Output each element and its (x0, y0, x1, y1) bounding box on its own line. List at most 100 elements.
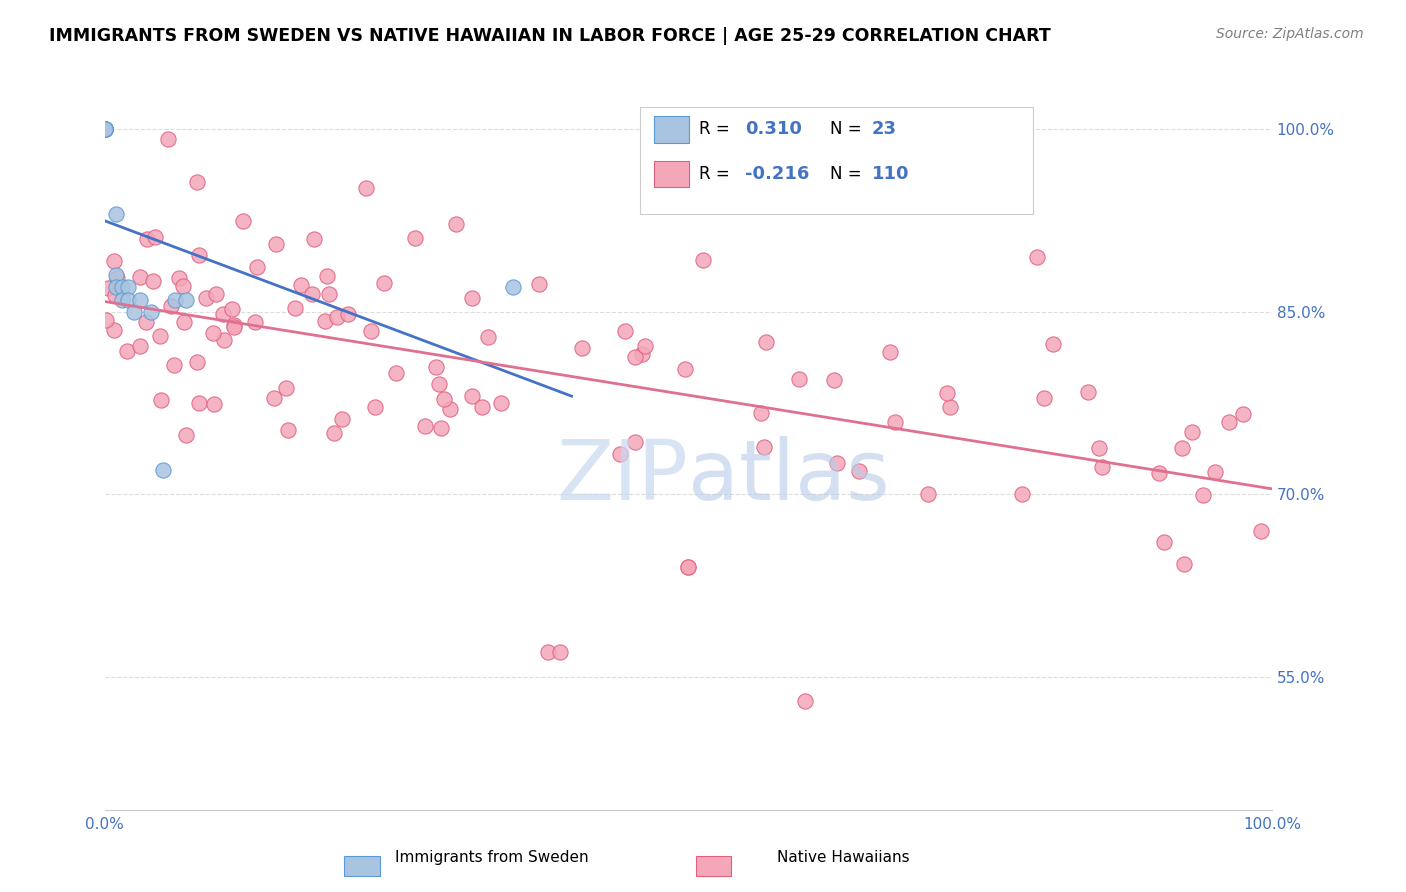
Point (471, 401, 494, 415)
Point (264, 236, 287, 251)
Point (624, 350, 647, 364)
Text: 0.310: 0.310 (745, 120, 801, 138)
Point (461, 291, 484, 305)
Point (384, 366, 406, 380)
Point (427, 376, 450, 391)
Point (94, 313, 117, 327)
Point (128, 339, 150, 353)
Point (194, 291, 217, 305)
Point (117, 280, 139, 294)
Point (1147, 467, 1170, 481)
Point (93, 122, 115, 136)
Point (135, 315, 157, 329)
Text: Immigrants from Sweden: Immigrants from Sweden (395, 850, 589, 865)
Point (360, 324, 382, 338)
Point (624, 434, 647, 449)
Point (404, 231, 426, 245)
Point (917, 487, 939, 501)
Point (186, 175, 208, 189)
Point (205, 286, 228, 301)
Point (477, 329, 499, 343)
Text: -0.216: -0.216 (745, 165, 810, 183)
Point (1153, 535, 1175, 549)
Point (163, 358, 186, 372)
Text: IMMIGRANTS FROM SWEDEN VS NATIVE HAWAIIAN IN LABOR FORCE | AGE 25-29 CORRELATION: IMMIGRANTS FROM SWEDEN VS NATIVE HAWAIIA… (49, 27, 1050, 45)
Point (1192, 488, 1215, 502)
Point (848, 464, 870, 478)
Point (1218, 415, 1240, 429)
Point (571, 341, 593, 355)
Point (176, 293, 198, 307)
Point (122, 305, 145, 319)
Point (1091, 460, 1114, 475)
Point (105, 268, 128, 283)
Point (325, 310, 347, 325)
Point (214, 334, 236, 348)
Point (1077, 384, 1099, 399)
Point (263, 391, 285, 405)
Point (1173, 557, 1195, 571)
Text: R =: R = (699, 120, 730, 138)
Point (212, 307, 235, 321)
Point (128, 293, 150, 307)
Point (825, 456, 848, 470)
Point (433, 392, 456, 406)
Point (105, 271, 128, 285)
Point (413, 419, 436, 434)
Point (430, 421, 453, 435)
Point (1181, 425, 1204, 439)
Point (794, 694, 817, 708)
Point (749, 405, 772, 419)
Point (1171, 441, 1194, 455)
Point (634, 339, 657, 353)
Point (938, 400, 960, 414)
Point (93, 122, 115, 136)
Point (330, 412, 353, 426)
Point (301, 287, 323, 301)
Point (202, 326, 225, 341)
Point (1204, 465, 1226, 479)
Point (548, 645, 571, 659)
Point (609, 447, 631, 461)
Point (1042, 337, 1064, 351)
Point (318, 286, 340, 301)
Point (1011, 487, 1033, 501)
Point (754, 440, 776, 454)
Point (290, 277, 312, 292)
Point (117, 293, 139, 307)
Point (202, 397, 225, 411)
Text: N =: N = (830, 165, 860, 183)
Point (461, 389, 484, 403)
Text: R =: R = (699, 165, 730, 183)
Point (111, 293, 134, 307)
Point (149, 328, 172, 343)
Point (425, 359, 447, 374)
Point (222, 319, 245, 334)
Point (502, 280, 524, 294)
Point (356, 181, 378, 195)
Text: 23: 23 (872, 120, 897, 138)
Point (187, 396, 209, 410)
Point (439, 401, 461, 416)
Point (221, 302, 243, 317)
Point (373, 276, 395, 290)
Point (884, 415, 907, 429)
Point (302, 232, 325, 246)
Text: Native Hawaiians: Native Hawaiians (778, 850, 910, 865)
Point (1032, 392, 1054, 406)
Point (489, 396, 512, 410)
Point (614, 324, 637, 338)
Point (631, 347, 654, 361)
Point (152, 463, 174, 477)
Point (336, 307, 359, 321)
Point (176, 427, 198, 442)
Point (173, 315, 195, 329)
Text: atlas: atlas (689, 436, 890, 517)
Point (314, 314, 336, 328)
Point (316, 268, 339, 283)
Point (93, 122, 115, 136)
Point (1232, 407, 1254, 421)
Point (277, 423, 299, 437)
Point (678, 560, 700, 574)
Point (93, 122, 115, 136)
